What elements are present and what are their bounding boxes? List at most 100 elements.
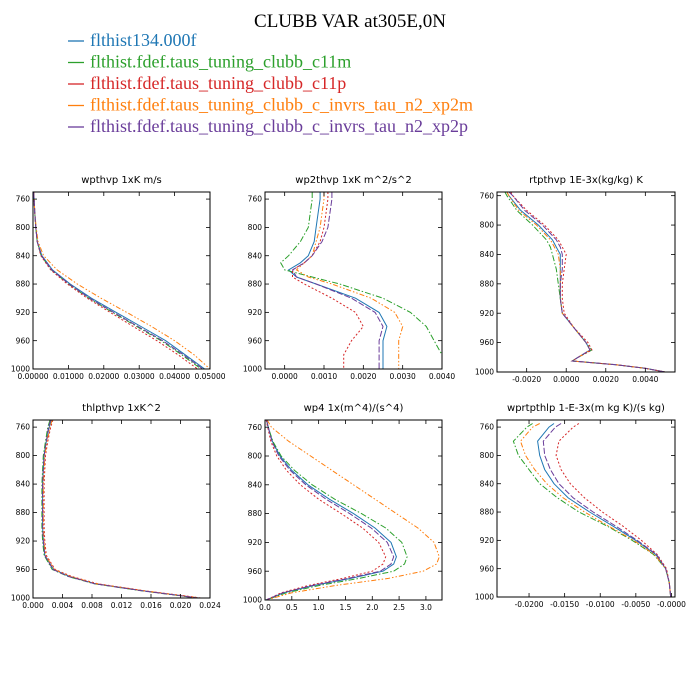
- series-line-1: [537, 423, 672, 597]
- x-tick-label: 0.0040: [632, 375, 658, 384]
- series-line-2: [280, 192, 442, 369]
- x-tick-label: -0.0150: [550, 600, 579, 609]
- x-tick-label: -0.0100: [586, 600, 615, 609]
- y-tick-label: 800: [480, 221, 495, 230]
- panels: wpthvp 1xK m/s0.00000 0.01000 0.02000 0.030…: [11, 175, 686, 612]
- x-tick-label: -0.0020: [512, 375, 541, 384]
- series-line-2: [33, 192, 202, 369]
- y-tick-label: 760: [16, 195, 31, 204]
- y-tick-label: 960: [248, 567, 263, 576]
- x-tick-label: 2.5: [393, 603, 405, 612]
- x-tick-label: 0.024: [199, 601, 221, 610]
- x-tick-label: 0.04000: [159, 372, 190, 381]
- x-tick-label: 0.5: [286, 603, 298, 612]
- x-tick-label: 0.02000: [88, 372, 119, 381]
- panel-1: wpthvp 1xK m/s 0.00000 0.01000 0.02000 0.030…: [11, 175, 226, 381]
- y-tick-label: 800: [480, 451, 495, 460]
- series-line-1: [33, 192, 205, 369]
- y-tick-label: 800: [248, 223, 263, 232]
- series-line-4: [33, 192, 210, 369]
- x-tick-label: 0.0020: [593, 375, 619, 384]
- y-tick-label: 760: [16, 423, 31, 432]
- x-tick-label: 0.012: [111, 601, 133, 610]
- y-tick-label: 840: [16, 251, 31, 260]
- series-line-2: [265, 420, 408, 600]
- y-tick-label: 920: [16, 308, 31, 317]
- y-tick-label: 880: [248, 280, 263, 289]
- x-tick-label: 0.020: [170, 601, 192, 610]
- x-tick-label: -0.0050: [621, 600, 650, 609]
- y-tick-label: 840: [248, 251, 263, 260]
- figure-title: CLUBB VAR at305E,0N: [254, 11, 446, 32]
- y-tick-label: 920: [480, 536, 495, 545]
- y-tick-label: 760: [480, 191, 495, 200]
- series-line-5: [33, 192, 204, 369]
- y-tick-label: 880: [248, 509, 263, 518]
- panel-title: wprtpthlp 1-E-3x(m kg K)/(s kg): [507, 403, 665, 414]
- y-tick-label: 1000: [11, 594, 30, 603]
- series-line-4: [42, 420, 200, 598]
- x-tick-label: 0.0000: [272, 372, 298, 381]
- y-tick-label: 1000: [11, 365, 30, 374]
- x-tick-label: 0.000: [22, 601, 44, 610]
- y-tick-label: 1000: [475, 593, 494, 602]
- y-tick-label: 920: [248, 538, 263, 547]
- y-tick-label: 840: [480, 479, 495, 488]
- y-tick-label: 960: [248, 336, 263, 345]
- panel-title: rtpthvp 1E-3x(kg/kg) K: [529, 175, 643, 186]
- x-tick-label: 0.03000: [124, 372, 155, 381]
- y-tick-label: 760: [248, 423, 263, 432]
- x-tick-label: 0.016: [140, 601, 162, 610]
- panel-6: wprtpthlp 1-E-3x(m kg K)/(s kg) -0.0200 -0…: [475, 403, 686, 609]
- plot-frame: [264, 191, 443, 370]
- series-line-1: [265, 420, 397, 600]
- panel-3: rtpthvp 1E-3x(kg/kg) K -0.0020 0.0000 0.002…: [475, 175, 676, 384]
- x-tick-label: -0.0000: [657, 600, 686, 609]
- x-tick-label: 1.5: [339, 603, 351, 612]
- y-tick-label: 880: [480, 279, 495, 288]
- series-line-3: [265, 420, 387, 600]
- plot-frame: [496, 419, 676, 598]
- legend-entry: flthist134.000f: [90, 30, 197, 50]
- series-line-1: [287, 192, 388, 369]
- y-tick-label: 960: [16, 336, 31, 345]
- x-tick-label: 0.004: [52, 601, 74, 610]
- x-tick-label: -0.0200: [515, 600, 544, 609]
- legend-entry: flthist.fdef.taus_tuning_clubb_c_invrs_t…: [90, 95, 473, 115]
- y-tick-label: 1000: [243, 596, 262, 605]
- x-tick-label: 0.01000: [53, 372, 84, 381]
- series-line-5: [42, 420, 199, 598]
- panel-4: thlpthvp 1xK^2 0.000 0.004 0.008 0.012 0.016 0…: [11, 403, 221, 610]
- panel-title: thlpthvp 1xK^2: [82, 403, 161, 414]
- x-tick-label: 0.0040: [429, 372, 455, 381]
- y-tick-label: 880: [480, 508, 495, 517]
- series-line-4: [265, 420, 440, 600]
- x-tick-label: 3.0: [420, 603, 432, 612]
- series-line-3: [555, 423, 672, 597]
- y-tick-label: 920: [16, 537, 31, 546]
- plot-frame: [264, 419, 443, 601]
- y-tick-label: 960: [16, 565, 31, 574]
- y-tick-label: 800: [16, 451, 31, 460]
- series-line-3: [510, 192, 666, 372]
- series-line-4: [295, 192, 404, 369]
- y-tick-label: 840: [16, 480, 31, 489]
- y-tick-label: 1000: [475, 368, 494, 377]
- x-tick-label: 0.008: [81, 601, 103, 610]
- series-line-3: [292, 192, 364, 369]
- legend-entry: flthist.fdef.taus_tuning_clubb_c_invrs_t…: [90, 116, 468, 136]
- y-tick-label: 800: [248, 452, 263, 461]
- x-tick-label: 0.0020: [350, 372, 376, 381]
- y-tick-label: 840: [480, 250, 495, 259]
- y-tick-label: 800: [16, 223, 31, 232]
- legend-entry: flthist.fdef.taus_tuning_clubb_c11m: [90, 52, 351, 72]
- plot-frame: [32, 191, 211, 370]
- y-tick-label: 960: [480, 564, 495, 573]
- series-line-2: [41, 420, 198, 598]
- x-tick-label: 0.05000: [194, 372, 225, 381]
- x-tick-label: 0.0010: [311, 372, 337, 381]
- series-line-2: [512, 423, 672, 597]
- series-line-5: [291, 192, 384, 369]
- panel-2: wp2thvp 1xK m^2/s^2 0.0000 0.0010 0.0020 0.0…: [243, 175, 455, 381]
